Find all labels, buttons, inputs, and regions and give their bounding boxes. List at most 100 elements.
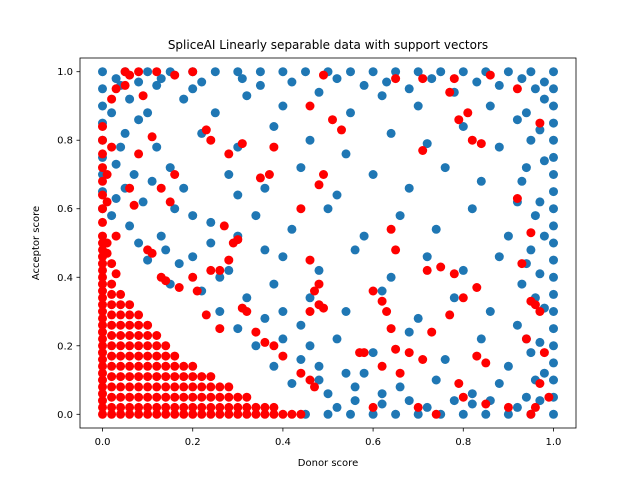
series-1-point-106 [179, 372, 189, 382]
series-0-point-0 [98, 67, 107, 77]
series-1-point-249 [391, 344, 401, 354]
series-0-point-36 [549, 135, 558, 145]
series-0-point-37 [549, 152, 558, 162]
series-1-point-235 [418, 146, 428, 155]
series-0-point-192 [494, 80, 504, 90]
series-1-point-15 [233, 409, 243, 419]
y-tick-label: 0.4 [57, 273, 73, 284]
series-1-point-126 [161, 351, 171, 361]
series-0-point-102 [143, 255, 153, 265]
series-0-point-15 [436, 67, 446, 77]
series-1-point-62 [224, 402, 234, 412]
series-1-point-124 [143, 351, 153, 361]
series-1-point-94 [197, 382, 207, 392]
series-1-point-3 [125, 409, 135, 419]
series-0-point-215 [260, 245, 270, 255]
series-0-point-61 [539, 368, 549, 378]
series-1-point-100 [125, 372, 135, 382]
series-0-point-19 [526, 67, 536, 77]
series-1-point-206 [224, 255, 234, 265]
series-1-point-43 [98, 265, 107, 275]
series-0-point-112 [251, 341, 261, 351]
series-1-point-130 [125, 341, 135, 351]
series-1-point-245 [377, 296, 387, 306]
series-0-point-217 [296, 320, 306, 330]
series-1-point-241 [467, 135, 477, 145]
series-1-point-271 [517, 259, 527, 269]
series-0-point-156 [467, 204, 477, 214]
series-0-point-127 [413, 101, 423, 111]
series-1-point-163 [98, 176, 107, 186]
series-0-point-29 [427, 74, 437, 84]
series-0-point-145 [368, 170, 378, 179]
series-1-point-285 [368, 402, 378, 412]
series-0-point-134 [305, 135, 315, 145]
series-0-point-154 [395, 211, 405, 221]
series-1-point-125 [152, 351, 162, 361]
series-1-point-263 [391, 74, 401, 84]
series-0-point-142 [260, 183, 270, 193]
series-1-point-86 [125, 382, 135, 392]
series-0-point-169 [377, 286, 387, 296]
series-1-point-0 [98, 409, 107, 419]
series-1-point-51 [125, 402, 135, 412]
series-0-point-171 [449, 293, 459, 303]
series-0-point-7 [255, 67, 265, 77]
series-0-point-90 [512, 402, 522, 412]
series-0-point-179 [503, 361, 513, 371]
series-1-point-258 [472, 283, 482, 292]
series-0-point-25 [237, 74, 247, 84]
series-1-point-114 [143, 361, 153, 371]
series-1-point-30 [98, 355, 107, 364]
series-0-point-144 [332, 190, 342, 200]
series-0-point-35 [549, 118, 558, 128]
series-1-point-68 [107, 392, 117, 402]
series-0-point-14 [413, 67, 423, 77]
series-1-point-144 [134, 320, 144, 330]
series-1-point-254 [427, 327, 437, 337]
series-0-point-42 [549, 238, 558, 248]
series-1-point-8 [170, 409, 180, 419]
series-1-point-18 [260, 409, 270, 419]
series-0-point-116 [287, 379, 297, 388]
series-1-point-221 [305, 255, 315, 265]
series-1-point-187 [206, 135, 216, 145]
series-1-point-140 [152, 331, 162, 340]
series-0-point-120 [179, 94, 189, 104]
series-1-point-102 [143, 372, 153, 382]
series-1-point-60 [206, 402, 216, 412]
series-1-point-257 [458, 293, 468, 303]
series-1-point-283 [431, 409, 441, 419]
series-0-point-216 [269, 279, 279, 289]
series-0-point-44 [549, 272, 558, 282]
series-1-point-220 [296, 204, 306, 214]
series-0-point-38 [549, 170, 558, 179]
series-1-point-216 [296, 368, 306, 378]
series-1-point-105 [170, 372, 180, 382]
series-1-point-35 [98, 320, 107, 330]
series-1-point-262 [458, 392, 468, 402]
series-0-point-53 [539, 94, 549, 104]
series-0-point-161 [350, 245, 360, 255]
series-0-point-95 [129, 170, 139, 179]
series-1-point-80 [215, 392, 225, 402]
series-0-point-185 [494, 379, 504, 388]
series-1-point-2 [116, 409, 126, 419]
series-1-point-228 [319, 70, 328, 80]
series-1-point-95 [206, 382, 216, 392]
series-1-point-139 [143, 331, 153, 340]
y-tick-label: 0.0 [57, 410, 73, 421]
series-0-point-125 [346, 108, 355, 118]
series-0-point-191 [404, 84, 414, 94]
series-0-point-208 [134, 238, 144, 248]
series-1-point-147 [116, 310, 126, 320]
series-0-point-72 [111, 194, 121, 203]
series-1-point-181 [138, 91, 148, 101]
series-0-point-176 [404, 327, 414, 337]
y-tick-label: 0.8 [57, 136, 73, 147]
series-1-point-199 [174, 283, 184, 292]
series-1-point-274 [535, 307, 545, 316]
series-1-point-151 [116, 300, 126, 310]
series-0-point-31 [517, 74, 527, 84]
x-tick-label: 0.0 [95, 437, 111, 448]
